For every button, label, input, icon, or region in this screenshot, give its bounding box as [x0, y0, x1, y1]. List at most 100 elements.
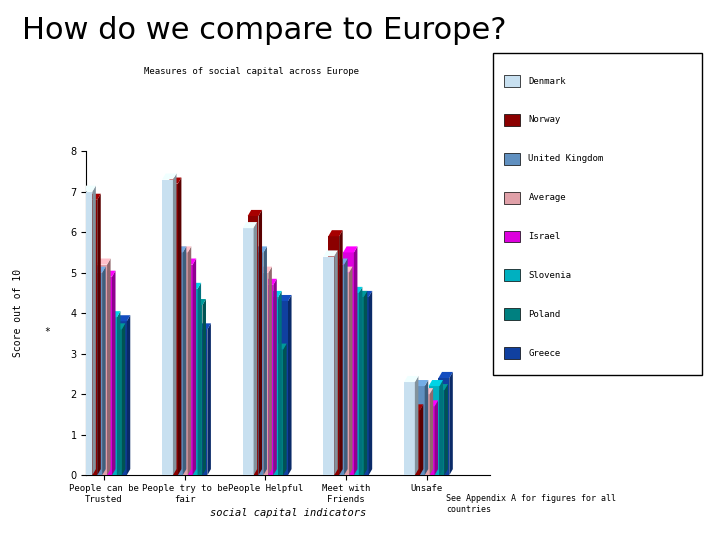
Polygon shape [262, 285, 274, 475]
Polygon shape [449, 372, 453, 475]
Polygon shape [253, 246, 267, 252]
Polygon shape [172, 252, 183, 475]
Polygon shape [116, 315, 130, 321]
Polygon shape [404, 382, 415, 475]
Polygon shape [172, 246, 186, 252]
Polygon shape [101, 276, 112, 475]
Polygon shape [177, 252, 188, 475]
Polygon shape [288, 295, 292, 475]
Polygon shape [106, 311, 120, 317]
Polygon shape [127, 315, 130, 475]
Text: How do we compare to Europe?: How do we compare to Europe? [22, 16, 506, 45]
Polygon shape [167, 184, 178, 475]
Text: Measures of social capital across Europe: Measures of social capital across Europe [145, 68, 359, 77]
Polygon shape [435, 400, 438, 475]
Polygon shape [414, 386, 425, 475]
Polygon shape [107, 259, 111, 475]
Polygon shape [433, 384, 448, 390]
Polygon shape [258, 210, 262, 475]
Polygon shape [323, 251, 338, 256]
Polygon shape [414, 380, 428, 386]
Polygon shape [192, 305, 202, 475]
Polygon shape [243, 228, 253, 475]
Text: Score out of 10: Score out of 10 [13, 269, 23, 357]
Polygon shape [173, 173, 176, 475]
Text: United Kingdom: United Kingdom [528, 154, 604, 163]
Polygon shape [202, 299, 206, 475]
Polygon shape [419, 388, 433, 394]
Polygon shape [111, 329, 122, 475]
Polygon shape [197, 329, 207, 475]
Polygon shape [162, 179, 173, 475]
Text: *: * [44, 327, 50, 337]
Polygon shape [278, 291, 282, 475]
Polygon shape [444, 384, 448, 475]
Polygon shape [258, 267, 272, 273]
Text: Denmark: Denmark [528, 77, 566, 85]
Polygon shape [188, 246, 192, 475]
Polygon shape [248, 210, 262, 216]
Polygon shape [96, 265, 107, 475]
Polygon shape [264, 246, 267, 475]
Polygon shape [353, 291, 367, 297]
Text: Israel: Israel [528, 232, 561, 241]
Polygon shape [353, 297, 364, 475]
Polygon shape [277, 301, 288, 475]
Polygon shape [358, 291, 372, 297]
Polygon shape [272, 343, 287, 350]
Polygon shape [409, 404, 423, 410]
Polygon shape [428, 386, 439, 475]
Polygon shape [419, 394, 430, 475]
Polygon shape [97, 194, 101, 475]
Polygon shape [339, 230, 343, 475]
Text: Average: Average [528, 193, 566, 202]
Polygon shape [177, 246, 192, 252]
Polygon shape [349, 267, 353, 475]
Polygon shape [415, 376, 418, 475]
Polygon shape [358, 297, 369, 475]
Text: Greece: Greece [528, 349, 561, 357]
Polygon shape [181, 265, 193, 475]
Text: See Appendix A for figures for all
countries: See Appendix A for figures for all count… [446, 494, 616, 514]
Polygon shape [192, 299, 206, 305]
Polygon shape [186, 289, 197, 475]
Polygon shape [162, 173, 176, 179]
Polygon shape [272, 350, 283, 475]
Polygon shape [344, 259, 348, 475]
Polygon shape [438, 372, 453, 378]
Polygon shape [96, 259, 111, 265]
Polygon shape [122, 323, 125, 475]
Polygon shape [438, 378, 449, 475]
Polygon shape [277, 295, 292, 301]
Polygon shape [343, 252, 354, 475]
Polygon shape [253, 222, 257, 475]
Polygon shape [338, 267, 353, 273]
Polygon shape [425, 380, 428, 475]
Text: social capital indicators: social capital indicators [210, 508, 366, 518]
Polygon shape [106, 317, 117, 475]
Polygon shape [369, 291, 372, 475]
Polygon shape [420, 404, 423, 475]
Polygon shape [116, 321, 127, 475]
Polygon shape [92, 186, 96, 475]
Polygon shape [111, 323, 125, 329]
Polygon shape [267, 291, 282, 297]
Polygon shape [364, 291, 367, 475]
Polygon shape [91, 267, 106, 273]
Polygon shape [423, 400, 438, 407]
Polygon shape [338, 273, 349, 475]
Polygon shape [178, 178, 181, 475]
Polygon shape [328, 230, 343, 237]
Polygon shape [167, 178, 181, 184]
Polygon shape [248, 216, 258, 475]
Polygon shape [267, 297, 278, 475]
Polygon shape [333, 259, 348, 265]
Polygon shape [86, 200, 97, 475]
Polygon shape [197, 323, 211, 329]
Polygon shape [102, 267, 106, 475]
Polygon shape [328, 237, 339, 475]
Polygon shape [433, 390, 444, 475]
Polygon shape [262, 279, 276, 285]
Polygon shape [183, 246, 186, 475]
Polygon shape [359, 287, 362, 475]
